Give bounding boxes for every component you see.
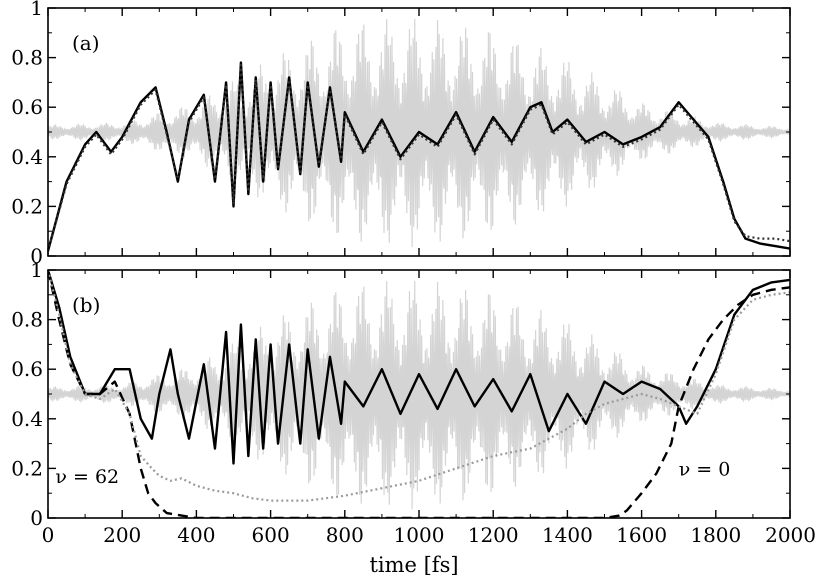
series-dashed-line xyxy=(48,270,790,518)
series-dotted-dark-line xyxy=(48,63,790,252)
y-tick-label: 0.8 xyxy=(11,46,43,70)
x-tick-label: 200 xyxy=(103,523,141,547)
y-tick-label: 0.2 xyxy=(11,456,43,480)
curve-annotation: ν = 0 xyxy=(679,458,731,480)
x-tick-label: 1000 xyxy=(394,523,445,547)
x-tick-label: 1200 xyxy=(468,523,519,547)
y-tick-label: 0 xyxy=(30,244,43,268)
series-dotted-light-line xyxy=(48,270,790,502)
x-tick-label: 800 xyxy=(326,523,364,547)
x-tick-label: 0 xyxy=(42,523,55,547)
y-tick-label: 0.2 xyxy=(11,194,43,218)
series-fast-oscillation xyxy=(48,18,790,248)
x-tick-label: 1400 xyxy=(542,523,593,547)
panel-b: 0 0.2 0.4 0.6 0.8 1 0 200 400 600 800 1000 1200 1400 1… xyxy=(11,258,816,547)
plot-area xyxy=(48,18,790,252)
y-tick-label: 0.6 xyxy=(11,357,43,381)
y-tick-label: 0.4 xyxy=(11,407,43,431)
series-solid-line xyxy=(48,61,790,252)
curve-annotation: ν = 62 xyxy=(55,466,119,488)
y-tick-label: 0.6 xyxy=(11,95,43,119)
panel-label: (a) xyxy=(72,31,100,55)
x-tick-label: 600 xyxy=(252,523,290,547)
x-tick-label: 400 xyxy=(177,523,215,547)
series-solid-line xyxy=(48,270,790,465)
y-tick-label: 1 xyxy=(30,258,43,282)
y-tick-label: 0.4 xyxy=(11,145,43,169)
series-fast-oscillation xyxy=(48,280,790,510)
x-tick-label: 2000 xyxy=(765,523,816,547)
plot-area xyxy=(48,270,790,518)
panel-label: (b) xyxy=(72,293,100,317)
x-tick-label: 1800 xyxy=(690,523,741,547)
y-tick-label: 0 xyxy=(30,506,43,530)
x-axis-title: time [fs] xyxy=(369,553,458,577)
y-tick-label: 0.8 xyxy=(11,308,43,332)
y-tick-label: 1 xyxy=(30,0,43,20)
panel-a: 0 0.2 0.4 0.6 0.8 1 (a) xyxy=(11,0,791,268)
x-tick-label: 1600 xyxy=(616,523,667,547)
